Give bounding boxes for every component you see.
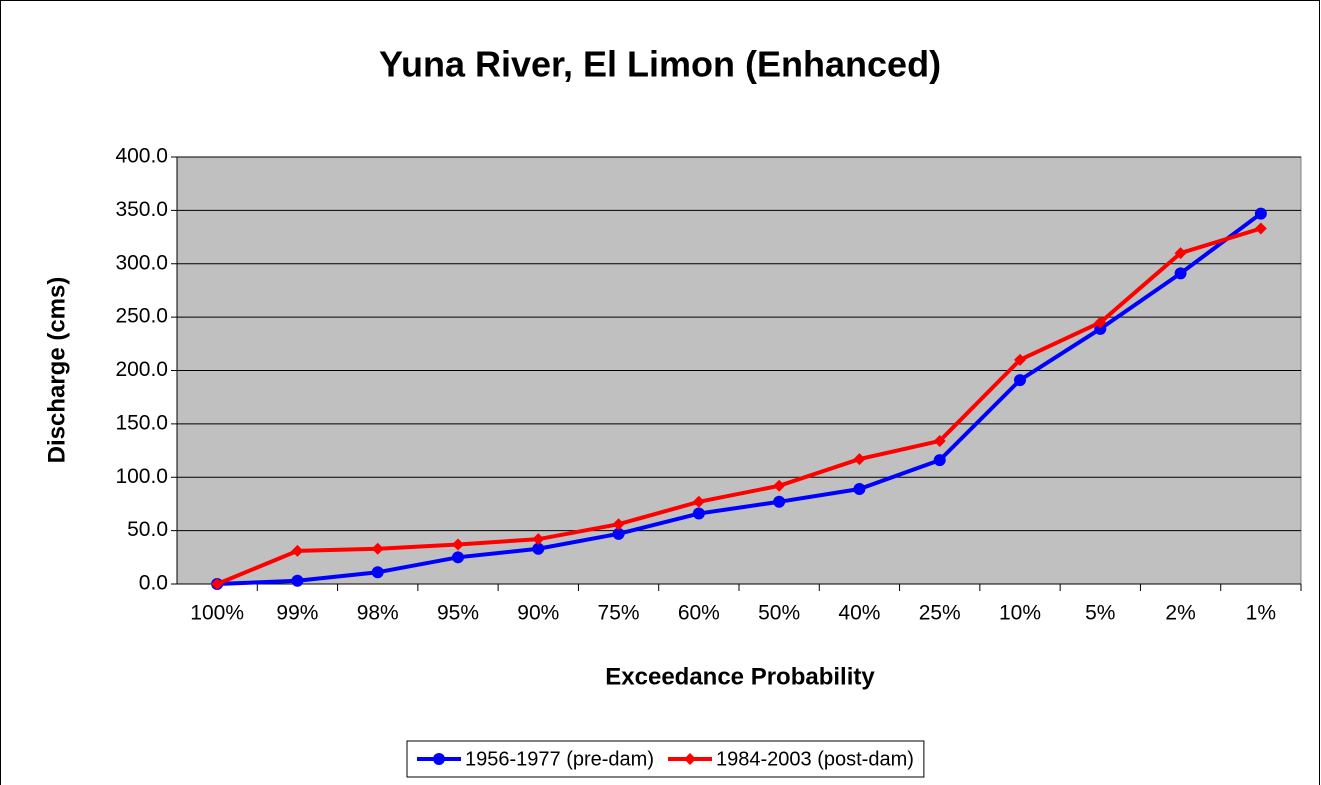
legend-label: 1956-1977 (pre-dam) [465,748,654,770]
y-tick-label: 150.0 [115,411,168,434]
point [853,453,866,466]
point [692,507,705,520]
x-tick-label: 25% [919,602,961,625]
y-tick-label: 50.0 [127,518,168,541]
x-tick-label: 10% [999,602,1041,625]
point [371,542,384,555]
point [532,533,545,546]
x-tick-label: 2% [1165,602,1195,625]
x-tick-label: 1% [1246,602,1276,625]
point [1254,222,1267,235]
point [211,578,224,590]
point [612,527,625,540]
legend-label: 1984-2003 (post-dam) [716,748,914,770]
point [1254,207,1267,220]
point [933,454,946,467]
x-tick-label: 98% [357,602,399,625]
point [371,566,384,579]
series-line [217,211,1263,586]
point [291,544,304,557]
point [1094,316,1107,329]
x-axis-label: Exceedance Probability [605,663,875,690]
y-tick-label: 400.0 [115,145,168,168]
point [773,479,786,492]
y-tick-label: 350.0 [115,198,168,221]
x-tick-label: 40% [838,602,880,625]
x-tick-label: 90% [517,602,559,625]
point [291,574,304,587]
y-tick-label: 100.0 [115,465,168,488]
point [452,538,464,551]
x-tick-label: 75% [598,602,640,625]
x-tick-label: 50% [758,602,800,625]
legend: 1956-1977 (pre-dam) 1984-2003 (post-dam) [406,740,925,778]
point [853,482,866,495]
x-tick-label: 5% [1085,602,1115,625]
y-tick-label: 0.0 [139,572,168,595]
chart-title: Yuna River, El Limon (Enhanced) [379,44,941,85]
x-tick-label: 60% [678,602,720,625]
point [933,434,946,447]
x-tick-label: 99% [276,602,318,625]
point [452,551,464,564]
point [1174,267,1187,280]
y-axis-label: Discharge (cms) [43,277,70,464]
series-line [216,226,1262,586]
legend-marker [433,753,445,765]
x-tick-label: 100% [190,602,244,625]
point [532,542,545,555]
y-tick-label: 200.0 [115,358,168,381]
legend-marker [684,753,696,765]
point [612,518,625,531]
y-tick-label: 300.0 [115,251,168,274]
point [1174,247,1187,260]
point [1014,353,1026,366]
point [1014,374,1026,387]
y-tick-label: 250.0 [115,305,168,328]
x-tick-label: 95% [437,602,479,625]
legend-box [406,740,925,778]
point [773,495,786,508]
point [692,495,705,508]
